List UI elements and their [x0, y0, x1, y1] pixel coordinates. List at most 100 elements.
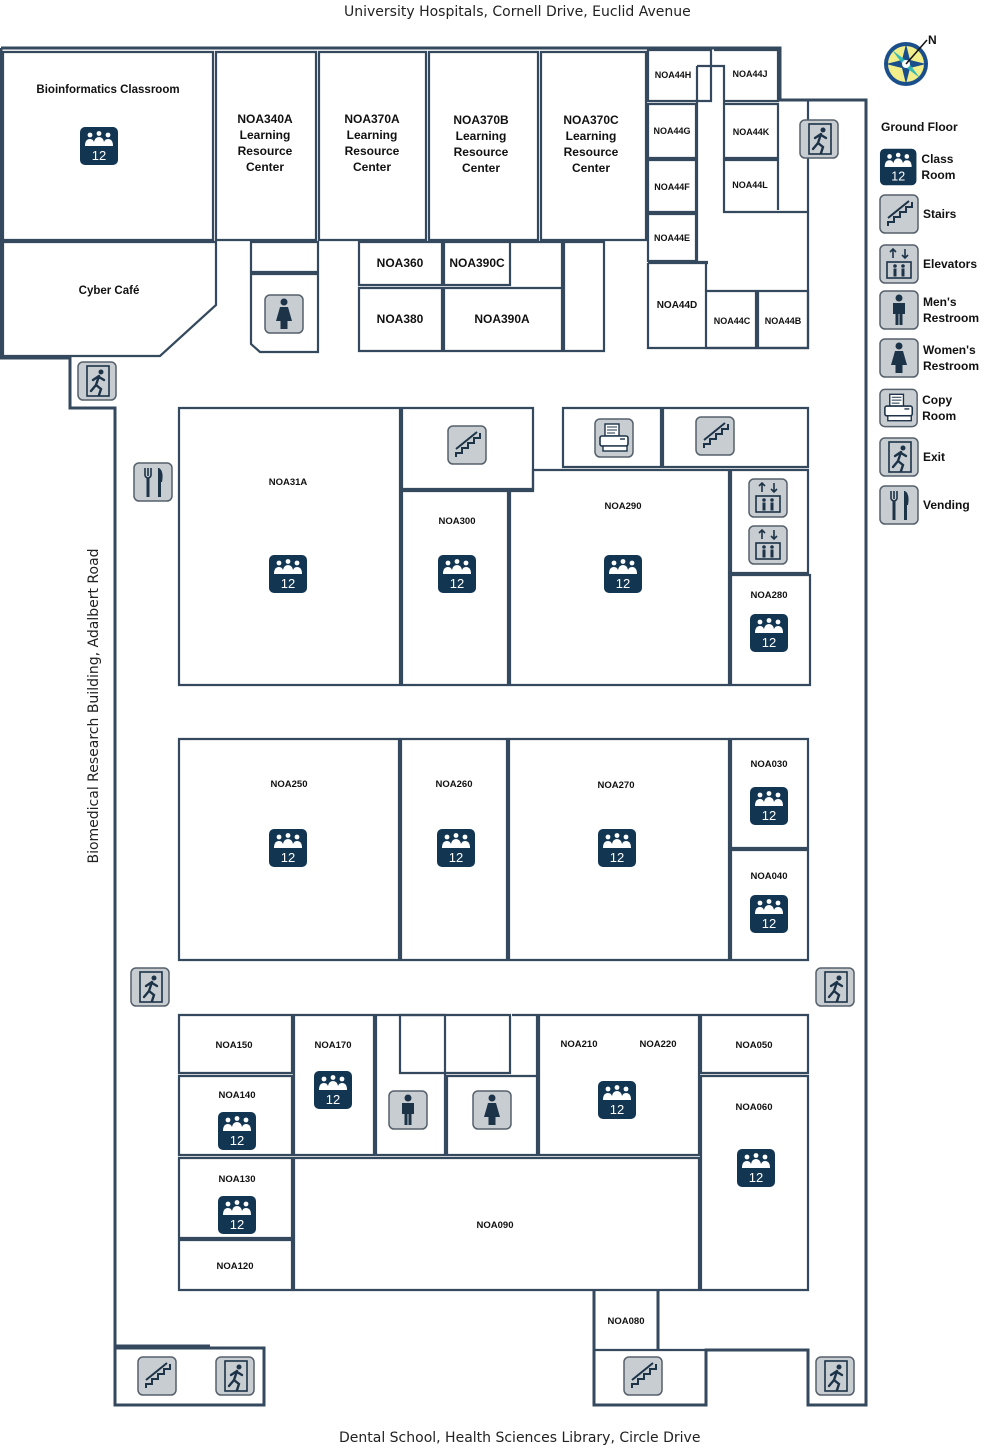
floor-label: Ground Floor — [881, 120, 958, 134]
legend-label-line: Elevators — [923, 257, 978, 271]
classroom-capacity: 12 — [762, 916, 776, 931]
classroom-capacity: 12 — [449, 850, 463, 865]
classroom-icons — [80, 127, 788, 1234]
stairs-icon[interactable] — [695, 416, 735, 456]
mens-restroom-icon[interactable] — [388, 1090, 428, 1130]
legend-label: Class Room — [921, 151, 988, 183]
classroom-capacity: 12 — [749, 1170, 763, 1185]
exit-icon[interactable] — [77, 361, 117, 401]
room-label: Center — [462, 161, 500, 175]
room-label: NOA130 — [219, 1174, 256, 1185]
classroom-capacity: 12 — [92, 148, 106, 163]
classroom-capacity: 12 — [230, 1217, 244, 1232]
room-label: NOA44G — [653, 126, 690, 136]
room-label: NOA44F — [654, 182, 690, 192]
room-label: Center — [246, 160, 284, 174]
room-label: NOA300 — [439, 516, 476, 527]
stairs-icon[interactable] — [447, 425, 487, 465]
exit-icon[interactable] — [215, 1356, 255, 1396]
stairs-icon — [879, 194, 919, 234]
room-label: NOA170 — [315, 1040, 352, 1051]
room-label: NOA44J — [732, 69, 767, 79]
room-label: Learning — [456, 129, 507, 143]
legend-item-class-room: 12 Class Room — [879, 147, 988, 187]
legend-label-line: Stairs — [923, 207, 957, 221]
classroom-capacity: 12 — [326, 1092, 340, 1107]
classroom-capacity: 12 — [762, 808, 776, 823]
legend-item-exit: Exit — [879, 437, 945, 477]
room-label: Learning — [347, 128, 398, 142]
room-label: NOA220 — [640, 1039, 677, 1050]
class-room-icon: 12 — [879, 148, 917, 186]
legend-item-mens-restroom: Men's Restroom — [879, 290, 979, 330]
legend-item-womens-restroom: Women's Restroom — [879, 338, 979, 378]
room-label: NOA44K — [733, 127, 770, 137]
classroom-capacity: 12 — [281, 850, 295, 865]
exit-icon[interactable] — [815, 967, 855, 1007]
stairs-icon[interactable] — [623, 1356, 663, 1396]
vending-icon — [879, 485, 919, 525]
elevators-icon[interactable] — [748, 478, 788, 518]
street-label-left: Biomedical Research Building, Adalbert R… — [86, 548, 102, 864]
copy-room-icon — [879, 388, 918, 428]
classroom-capacity: 12 — [616, 576, 630, 591]
copy-room-icon[interactable] — [594, 418, 634, 458]
legend-item-vending: Vending — [879, 485, 970, 525]
room-label: NOA380 — [377, 312, 424, 326]
room-label: NOA150 — [216, 1040, 253, 1051]
exit-icon[interactable] — [799, 119, 839, 159]
room-label: NOA44D — [657, 300, 698, 311]
classroom-capacity: 12 — [610, 1102, 624, 1117]
compass-icon — [883, 32, 938, 87]
classroom-capacity: 12 — [891, 169, 905, 183]
room-label: NOA260 — [436, 779, 473, 790]
classroom-capacity: 12 — [450, 576, 464, 591]
exit-icon — [879, 437, 919, 477]
legend-label: Men's Restroom — [923, 294, 979, 326]
street-label-top: University Hospitals, Cornell Drive, Euc… — [344, 4, 691, 20]
room-label: Learning — [566, 129, 617, 143]
room-label: Resource — [564, 145, 619, 159]
room-label: Center — [572, 161, 610, 175]
legend-label-line: Women's — [923, 343, 976, 357]
legend-label: Elevators — [923, 256, 977, 272]
vending-icon[interactable] — [133, 462, 173, 502]
legend-label-line: Copy Room — [922, 393, 957, 423]
room-label: NOA370B — [453, 113, 509, 127]
womens-restroom-icon[interactable] — [472, 1090, 512, 1130]
legend-label-line: Class Room — [921, 152, 956, 182]
elevators-icon[interactable] — [748, 525, 788, 565]
room-label: NOA060 — [736, 1102, 773, 1113]
room-label: NOA340A — [237, 112, 293, 126]
room-label: NOA370C — [563, 113, 619, 127]
exit-icon[interactable] — [130, 967, 170, 1007]
room-label: NOA390C — [449, 256, 505, 270]
room-label: NOA44H — [655, 70, 692, 80]
room-label: NOA140 — [219, 1090, 256, 1101]
room-label: NOA250 — [271, 779, 308, 790]
legend-item-elevators: Elevators — [879, 244, 977, 284]
room-label: NOA290 — [605, 501, 642, 512]
classroom-capacity: 12 — [230, 1133, 244, 1148]
classroom-capacity: 12 — [610, 850, 624, 865]
classroom-capacity: 12 — [762, 635, 776, 650]
stairs-icon[interactable] — [137, 1356, 177, 1396]
legend-label-line: Exit — [923, 450, 946, 464]
room-label: NOA080 — [608, 1316, 645, 1327]
room-label: NOA030 — [751, 759, 788, 770]
room-label: Bioinformatics Classroom — [36, 84, 179, 96]
room-label: NOA44L — [732, 180, 768, 190]
room-label: NOA120 — [217, 1261, 254, 1272]
room-label: Cyber Café — [79, 285, 140, 297]
legend-label-line: Men's — [923, 295, 957, 309]
legend-label: Vending — [923, 497, 970, 513]
room-label: NOA44B — [765, 316, 802, 326]
exit-icon[interactable] — [815, 1356, 855, 1396]
womens-restroom-icon[interactable] — [264, 294, 304, 334]
room-label: NOA360 — [377, 256, 424, 270]
legend-label: Exit — [923, 449, 945, 465]
legend-label: Copy Room — [922, 392, 988, 424]
room-label: NOA040 — [751, 871, 788, 882]
room-label: NOA390A — [474, 312, 530, 326]
